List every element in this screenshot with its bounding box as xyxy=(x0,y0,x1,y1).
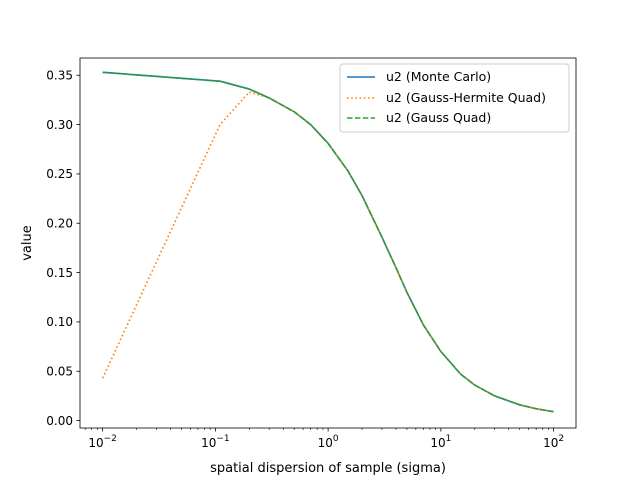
y-tick-label: 0.00 xyxy=(46,414,73,428)
series-line-u2-gauss-quad xyxy=(102,71,554,413)
y-tick-label: 0.35 xyxy=(46,69,73,83)
legend-label-monte-carlo: u2 (Monte Carlo) xyxy=(386,69,491,84)
x-axis-label: spatial dispersion of sample (sigma) xyxy=(210,461,446,476)
x-tick-label: 102 xyxy=(543,434,564,450)
y-tick-label: 0.05 xyxy=(46,365,73,379)
series-layer xyxy=(101,71,554,413)
legend: u2 (Monte Carlo) u2 (Gauss-Hermite Quad)… xyxy=(339,63,570,133)
y-tick-label: 0.25 xyxy=(46,167,73,181)
y-tick-label: 0.30 xyxy=(46,118,73,132)
legend-label-gauss-hermite-quad: u2 (Gauss-Hermite Quad) xyxy=(386,90,546,105)
x-tick-label: 10−2 xyxy=(88,434,117,450)
x-tick-label: 100 xyxy=(318,434,339,450)
legend-label-gauss-quad: u2 (Gauss Quad) xyxy=(386,110,491,125)
y-axis-label: value xyxy=(20,225,35,261)
y-tick-label: 0.10 xyxy=(46,315,73,329)
y-tick-label: 0.15 xyxy=(46,266,73,280)
y-tick-label: 0.20 xyxy=(46,217,73,231)
y-axis-ticks: 0.00 0.05 0.10 0.15 0.20 0.25 0.30 0.35 xyxy=(46,69,80,428)
x-tick-label: 101 xyxy=(430,434,451,450)
legend-box xyxy=(339,63,570,133)
plot-frame xyxy=(79,57,577,429)
x-tick-label: 10−1 xyxy=(201,434,230,450)
x-axis-ticks: 10−2 10−1 100 101 102 xyxy=(84,428,564,450)
